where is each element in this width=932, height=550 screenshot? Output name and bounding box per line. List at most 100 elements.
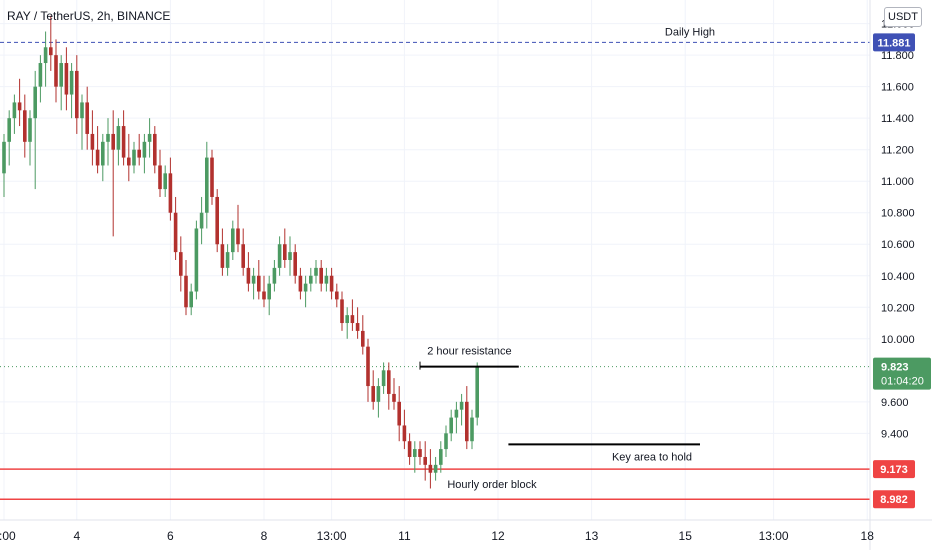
candle-body bbox=[2, 141, 6, 174]
candle bbox=[298, 267, 303, 300]
candle bbox=[371, 370, 375, 410]
candle-body bbox=[194, 228, 199, 292]
x-tick-label: 13 bbox=[585, 529, 599, 543]
candle-body bbox=[449, 417, 453, 434]
candle-body bbox=[241, 244, 245, 268]
candle-body bbox=[355, 323, 360, 331]
candle bbox=[350, 299, 355, 331]
candle-body bbox=[116, 126, 121, 150]
candle bbox=[59, 55, 63, 111]
y-tick-label: 10.200 bbox=[881, 302, 915, 314]
candle-body bbox=[142, 141, 147, 158]
candle-body bbox=[236, 228, 240, 245]
candle bbox=[329, 267, 334, 300]
candle-body bbox=[397, 401, 401, 426]
candle bbox=[127, 133, 131, 182]
candle-body bbox=[28, 118, 32, 142]
y-tick-label: 11.400 bbox=[881, 113, 914, 125]
candle-body bbox=[345, 315, 349, 324]
candle bbox=[101, 133, 105, 182]
candle bbox=[43, 31, 48, 87]
candle bbox=[392, 378, 396, 410]
candle-body bbox=[288, 252, 292, 260]
candle bbox=[418, 441, 422, 465]
candle-body bbox=[54, 55, 58, 87]
candle bbox=[90, 110, 95, 166]
price-tag-bg bbox=[873, 460, 915, 479]
candle-body bbox=[257, 275, 261, 292]
candle bbox=[189, 283, 193, 316]
candle-body bbox=[153, 133, 157, 166]
candle bbox=[205, 141, 209, 229]
price-tag: 8.982 bbox=[873, 490, 915, 509]
candle-body bbox=[85, 102, 89, 134]
y-tick-label: 11.600 bbox=[881, 82, 914, 94]
candle bbox=[225, 244, 230, 276]
candle-body bbox=[371, 386, 375, 402]
candle-body bbox=[262, 291, 266, 300]
candle-body bbox=[387, 370, 391, 394]
candle-body bbox=[423, 456, 427, 465]
candle bbox=[33, 70, 37, 190]
candle bbox=[319, 260, 323, 292]
candle bbox=[194, 220, 199, 300]
resistance-label: 2 hour resistance bbox=[427, 346, 511, 358]
candle-body bbox=[95, 149, 100, 166]
candle-body bbox=[17, 102, 22, 111]
candle-body bbox=[465, 401, 469, 442]
y-tick-label: 11.800 bbox=[881, 50, 914, 62]
candle-body bbox=[80, 102, 84, 119]
candle-body bbox=[121, 126, 126, 158]
candle bbox=[444, 425, 448, 457]
candle-body bbox=[433, 464, 438, 473]
candle bbox=[387, 362, 391, 410]
candle-body bbox=[376, 386, 381, 402]
candle bbox=[335, 283, 339, 308]
candle-body bbox=[225, 252, 230, 268]
candle bbox=[7, 110, 11, 166]
candle bbox=[361, 315, 365, 355]
candle-body bbox=[111, 133, 115, 150]
candle-body bbox=[329, 275, 334, 292]
candle-body bbox=[59, 63, 63, 87]
level-lines bbox=[0, 41, 870, 500]
symbol-title: RAY / TetherUS, 2h, BINANCE bbox=[7, 9, 171, 23]
candle-body bbox=[43, 47, 48, 64]
candle bbox=[147, 118, 152, 158]
candle bbox=[381, 362, 386, 394]
candle bbox=[54, 39, 58, 103]
candle bbox=[407, 433, 412, 465]
price-tag: 11.881 bbox=[873, 33, 915, 52]
candle bbox=[246, 252, 251, 292]
candle bbox=[324, 267, 329, 292]
candle-body bbox=[184, 275, 188, 308]
price-tag-label: 11.881 bbox=[877, 37, 910, 49]
x-tick-label: 12 bbox=[491, 529, 505, 543]
candle-body bbox=[381, 370, 386, 387]
candle bbox=[137, 133, 141, 166]
candle bbox=[454, 401, 459, 434]
candle bbox=[163, 165, 167, 197]
price-tag-label: 9.173 bbox=[880, 464, 908, 476]
candle-body bbox=[283, 244, 287, 260]
chart-grid bbox=[0, 0, 870, 520]
order-block-label: Hourly order block bbox=[447, 479, 537, 491]
currency-button[interactable]: USDT bbox=[884, 7, 922, 27]
candle-body bbox=[475, 367, 479, 418]
candle-body bbox=[470, 417, 474, 442]
y-tick-label: 10.600 bbox=[881, 239, 915, 251]
candle-body bbox=[179, 252, 183, 276]
candle bbox=[17, 78, 22, 127]
candle bbox=[28, 110, 32, 166]
candle bbox=[366, 338, 370, 402]
price-tag: 9.173 bbox=[873, 460, 915, 479]
candle-body bbox=[428, 464, 433, 473]
candle bbox=[158, 149, 162, 197]
candle-body bbox=[444, 433, 448, 450]
candle-body bbox=[49, 47, 53, 56]
candle bbox=[277, 236, 282, 276]
candle-body bbox=[106, 133, 110, 142]
candle bbox=[215, 189, 219, 253]
candle bbox=[262, 275, 266, 308]
